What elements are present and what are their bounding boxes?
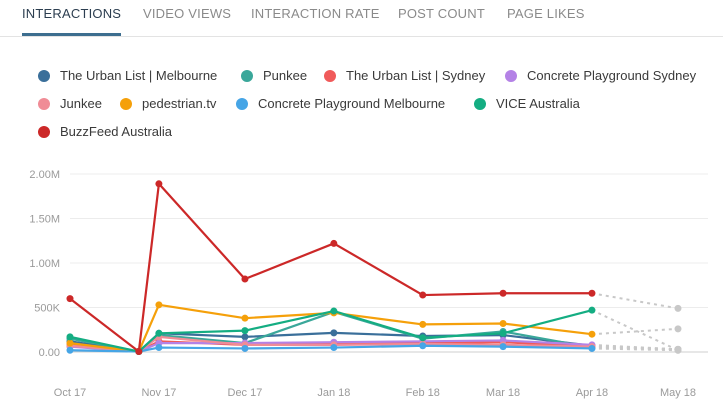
legend-label: Concrete Playground Sydney bbox=[527, 68, 697, 83]
series-projection-line bbox=[591, 309, 679, 352]
series-point bbox=[241, 275, 249, 283]
legend-swatch bbox=[236, 98, 248, 110]
series-line bbox=[69, 309, 593, 353]
series-point bbox=[499, 329, 507, 337]
legend-swatch bbox=[38, 126, 50, 138]
series-projection-point bbox=[674, 325, 682, 333]
x-tick-label: Dec 17 bbox=[228, 387, 263, 399]
x-tick-label: Jan 18 bbox=[317, 387, 350, 399]
tab-interactions[interactable]: INTERACTIONS bbox=[22, 0, 122, 36]
legend-swatch bbox=[120, 98, 132, 110]
series-projection-point bbox=[674, 304, 682, 312]
series-point bbox=[155, 301, 163, 309]
legend-swatch bbox=[38, 98, 50, 110]
series-line bbox=[69, 303, 593, 353]
legend-swatch bbox=[241, 70, 253, 82]
series-projection-point bbox=[674, 346, 682, 354]
series-point bbox=[330, 329, 338, 337]
series-point bbox=[135, 348, 143, 356]
series-point bbox=[155, 344, 163, 352]
series-point bbox=[499, 343, 507, 351]
metric-tabs: INTERACTIONS VIDEO VIEWS INTERACTION RAT… bbox=[0, 0, 723, 37]
y-tick-label: 1.50M bbox=[29, 214, 60, 226]
series-projection-line bbox=[591, 327, 679, 336]
x-tick-label: Mar 18 bbox=[486, 387, 520, 399]
series-point bbox=[241, 333, 249, 341]
legend-swatch bbox=[474, 98, 486, 110]
legend-label: pedestrian.tv bbox=[142, 96, 217, 111]
x-tick-label: Apr 18 bbox=[576, 387, 608, 399]
tab-interaction-rate[interactable]: INTERACTION RATE bbox=[251, 6, 380, 21]
legend-label: Junkee bbox=[60, 96, 102, 111]
series-point bbox=[419, 342, 427, 350]
legend-label: Concrete Playground Melbourne bbox=[258, 96, 446, 111]
y-tick-label: 500K bbox=[34, 303, 60, 315]
series-line bbox=[69, 182, 592, 353]
x-tick-label: May 18 bbox=[660, 387, 696, 399]
legend-swatch bbox=[505, 70, 517, 82]
series-point bbox=[588, 330, 596, 338]
series-point bbox=[241, 314, 249, 322]
legend-label: BuzzFeed Australia bbox=[60, 124, 173, 139]
tab-page-likes[interactable]: PAGE LIKES bbox=[507, 6, 585, 21]
series-point bbox=[241, 327, 249, 335]
y-tick-label: 2.00M bbox=[29, 169, 60, 181]
legend-label: Punkee bbox=[263, 68, 308, 83]
series-point bbox=[155, 329, 163, 337]
series-point bbox=[419, 334, 427, 342]
chart-legend: The Urban List | Melbourne Punkee The Ur… bbox=[0, 0, 723, 150]
series-point bbox=[330, 344, 338, 352]
series-point bbox=[66, 339, 74, 347]
tab-post-count[interactable]: POST COUNT bbox=[398, 6, 485, 21]
series-point bbox=[419, 291, 427, 299]
legend-label: VICE Australia bbox=[496, 96, 580, 111]
series-projection-line bbox=[591, 345, 679, 351]
y-tick-label: 1.00M bbox=[29, 258, 60, 270]
y-tick-label: 0.00 bbox=[39, 347, 60, 359]
series-point bbox=[155, 180, 163, 188]
series-point bbox=[66, 333, 74, 341]
series-point bbox=[499, 289, 507, 297]
x-tick-label: Nov 17 bbox=[141, 387, 176, 399]
legend-label: The Urban List | Melbourne bbox=[60, 68, 218, 83]
legend-label: The Urban List | Sydney bbox=[346, 68, 486, 83]
series-point bbox=[588, 306, 596, 314]
series-point bbox=[499, 320, 507, 328]
legend-swatch bbox=[38, 70, 50, 82]
series-point bbox=[241, 344, 249, 352]
series-point bbox=[330, 307, 338, 315]
series-projection-line bbox=[591, 347, 679, 352]
series-point bbox=[588, 344, 596, 352]
series-point bbox=[66, 346, 74, 354]
legend-swatch bbox=[324, 70, 336, 82]
x-tick-label: Feb 18 bbox=[406, 387, 440, 399]
x-tick-label: Oct 17 bbox=[54, 387, 86, 399]
tab-video-views[interactable]: VIDEO VIEWS bbox=[143, 6, 232, 21]
series-point bbox=[330, 239, 338, 247]
series-point bbox=[588, 289, 596, 297]
series-projection-line bbox=[591, 292, 679, 310]
series-point bbox=[419, 320, 427, 328]
series-point bbox=[66, 295, 74, 303]
